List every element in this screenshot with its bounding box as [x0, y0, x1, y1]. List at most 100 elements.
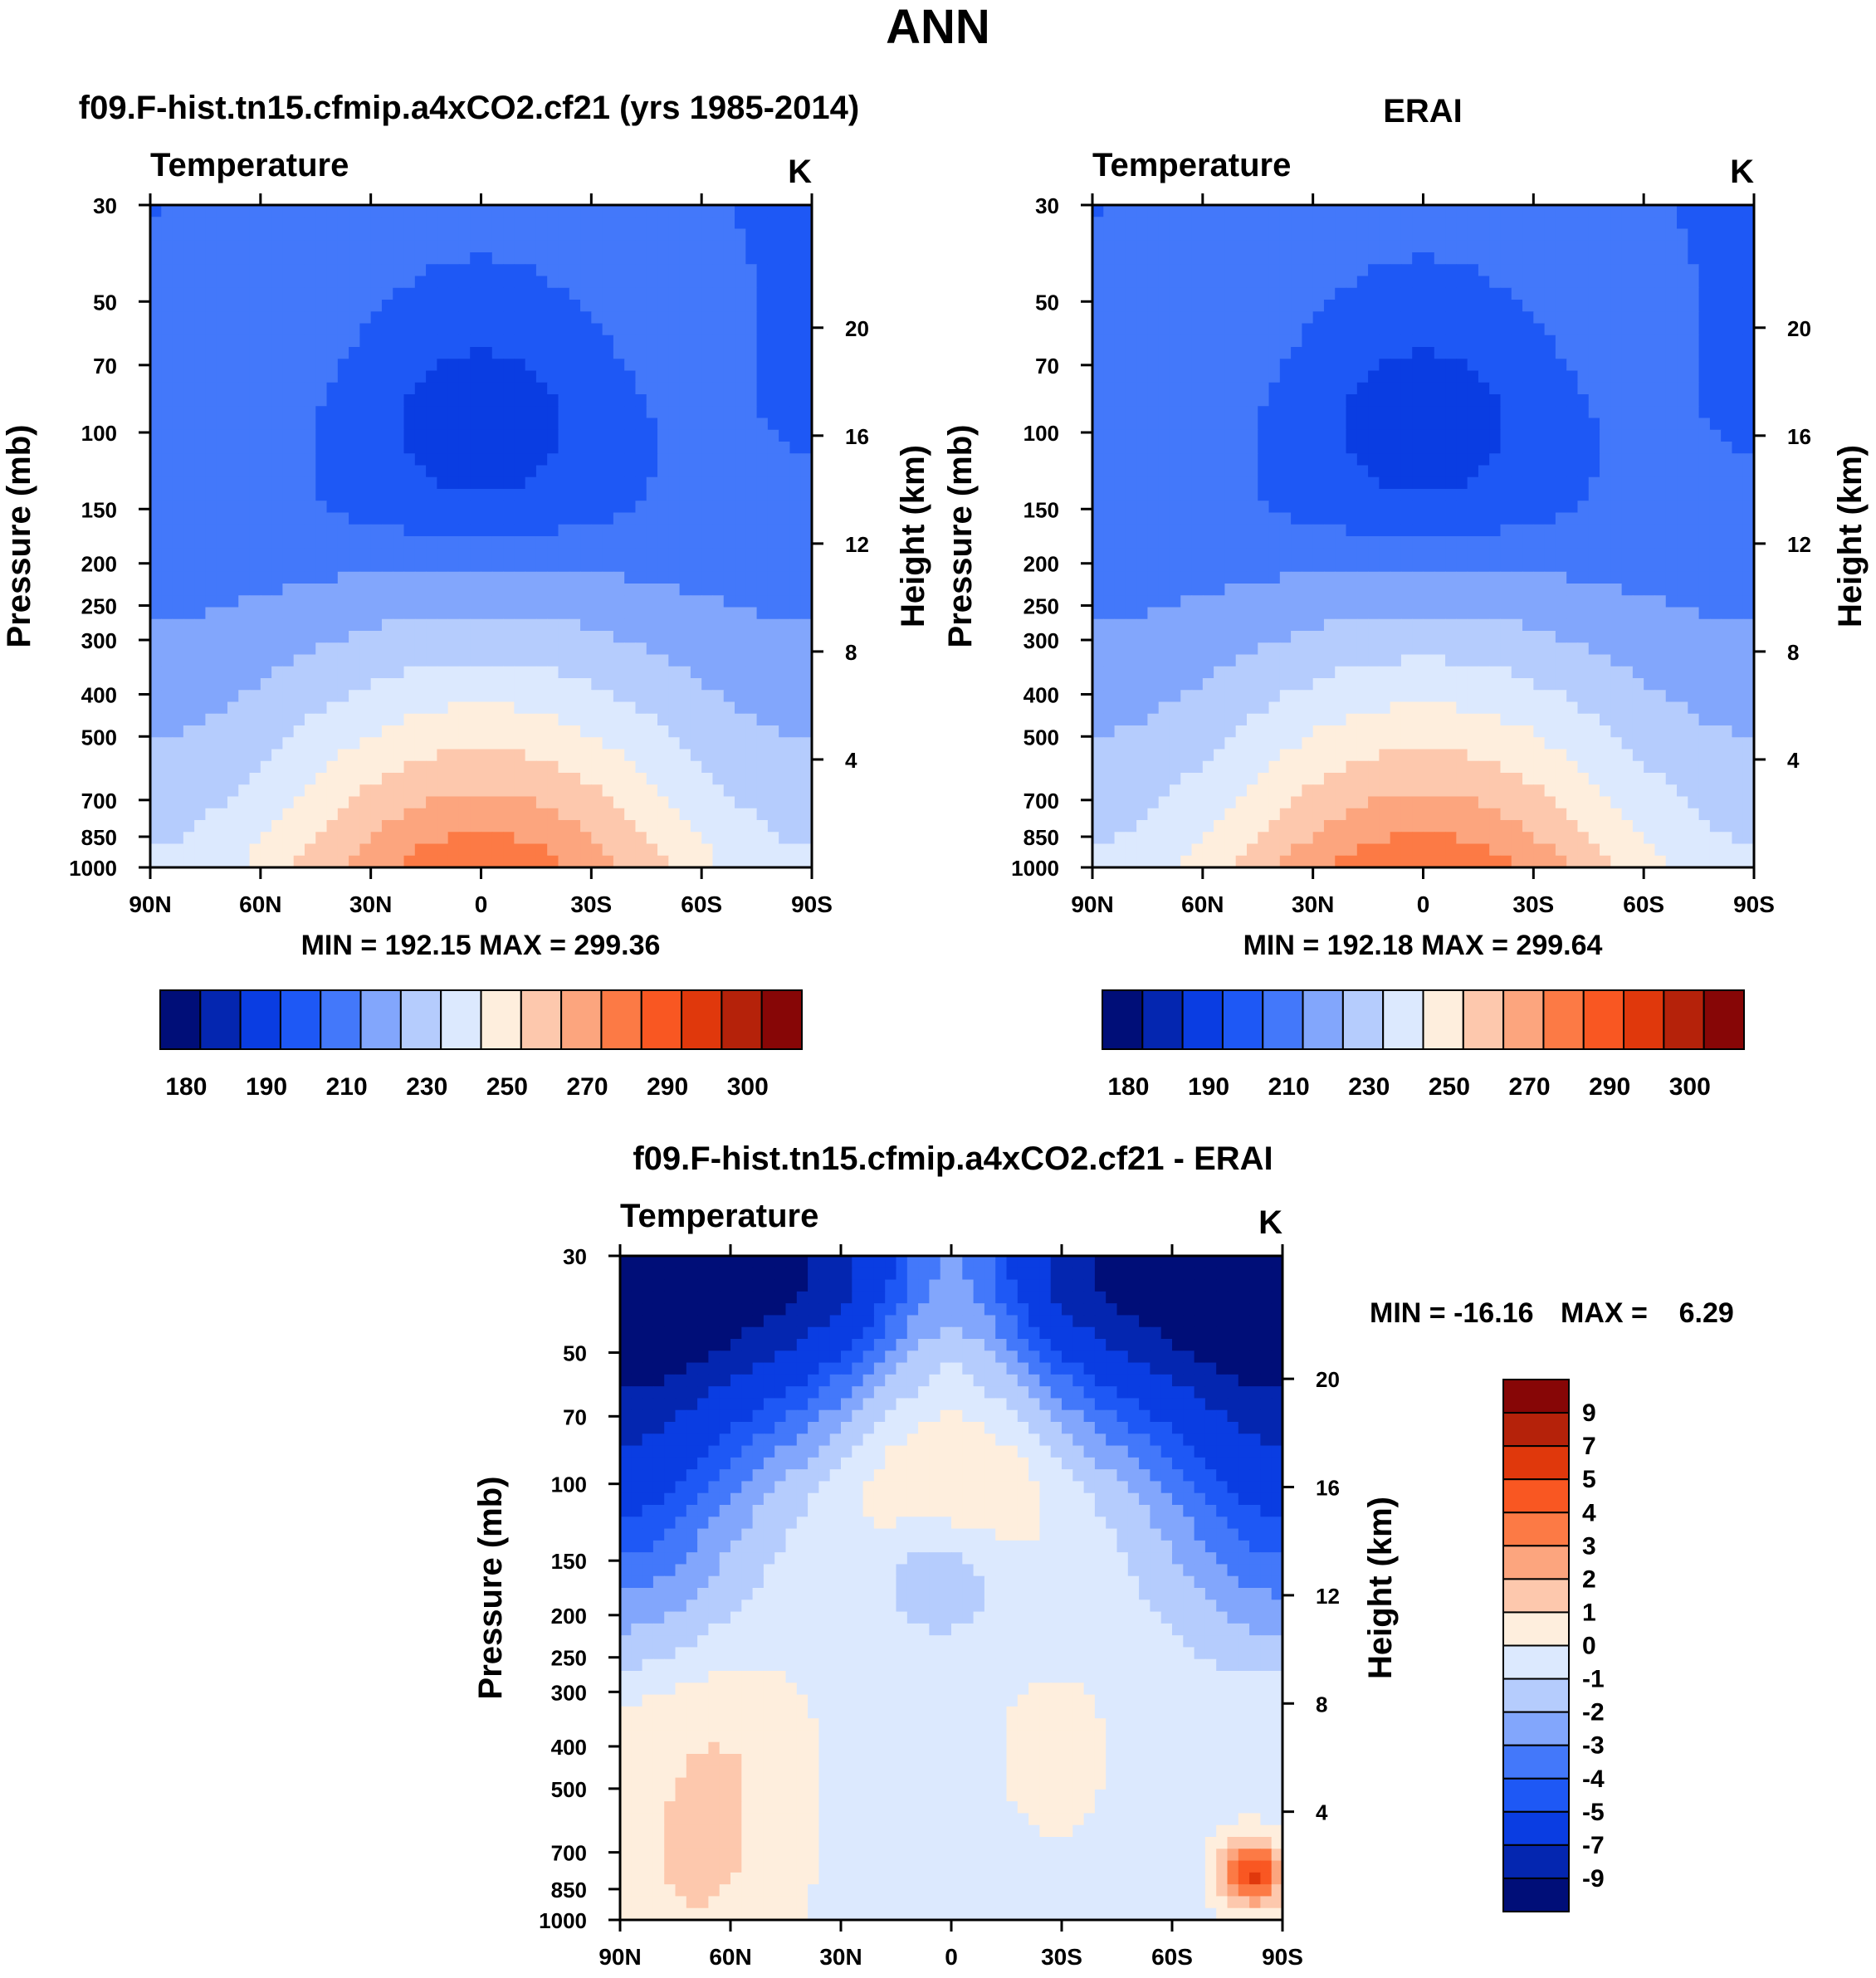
contour-cell [1246, 287, 1258, 300]
contour-cell [1125, 453, 1137, 466]
contour-cell [326, 264, 339, 277]
contour-cell [1214, 287, 1225, 300]
contour-cell [1323, 347, 1336, 359]
contour-cell [1698, 476, 1711, 490]
contour-cell [271, 760, 283, 774]
contour-cell [470, 429, 482, 442]
contour-cell [470, 796, 482, 809]
contour-cell [745, 476, 758, 490]
contour-cell [525, 725, 537, 738]
contour-cell [679, 820, 691, 833]
contour-cell [447, 737, 460, 750]
contour-cell [470, 252, 482, 265]
contour-cell [1555, 382, 1567, 395]
contour-cell [381, 678, 393, 691]
contour-cell [1291, 217, 1302, 230]
contour-cell [525, 300, 537, 312]
contour-cell [150, 394, 162, 407]
contour-cell [1368, 370, 1380, 383]
contour-cell [525, 548, 537, 561]
contour-cell [337, 690, 349, 703]
contour-cell [1291, 370, 1302, 383]
contour-cell [745, 607, 758, 620]
contour-cell [635, 642, 647, 656]
contour-cell [326, 501, 339, 514]
contour-cell [547, 359, 559, 372]
contour-cell [426, 347, 437, 359]
contour-cell [150, 843, 162, 857]
contour-cell [326, 796, 339, 809]
contour-cell [624, 347, 637, 359]
contour-cell [779, 264, 791, 277]
contour-cell [1279, 394, 1292, 407]
contour-cell [745, 654, 758, 667]
contour-cell [558, 571, 570, 584]
contour-cell [657, 725, 669, 738]
contour-cell [260, 666, 272, 679]
contour-cell [1180, 240, 1193, 253]
contour-cell [227, 453, 239, 466]
contour-cell [602, 382, 614, 395]
contour-cell [1423, 370, 1435, 383]
contour-cell [1456, 489, 1468, 501]
contour-cell [293, 442, 305, 454]
contour-cell [514, 678, 526, 691]
contour-cell [1445, 453, 1457, 466]
contour-cell [1169, 228, 1181, 242]
contour-cell [491, 465, 504, 478]
contour-cell [514, 595, 526, 608]
contour-cell [150, 796, 162, 809]
contour-cell [1644, 300, 1656, 312]
contour-cell [712, 666, 725, 679]
contour-cell [370, 252, 383, 265]
contour-cell [1323, 370, 1336, 383]
contour-cell [503, 855, 515, 867]
contour-cell [1456, 311, 1468, 325]
contour-cell [1412, 418, 1424, 431]
contour-cell [1400, 429, 1413, 442]
contour-cell [613, 228, 625, 242]
contour-cell [547, 749, 559, 762]
contour-cell [1654, 217, 1667, 230]
contour-cell [1346, 240, 1358, 253]
contour-cell [1400, 300, 1413, 312]
contour-cell [1180, 359, 1193, 372]
contour-cell [569, 773, 581, 785]
contour-cell [1644, 394, 1656, 407]
contour-cell [403, 784, 416, 798]
contour-cell [1478, 335, 1490, 348]
contour-cell [1742, 276, 1754, 289]
contour-cell [602, 217, 614, 230]
contour-cell [315, 571, 328, 584]
panel-model-ylabel: Pressure (mb) [1, 425, 37, 648]
contour-cell [458, 205, 471, 217]
contour-cell [602, 335, 614, 348]
contour-cell [1214, 359, 1225, 372]
contour-cell [1323, 394, 1336, 407]
contour-cell [381, 406, 393, 419]
contour-cell [304, 512, 316, 525]
contour-cell [216, 300, 228, 312]
contour-cell [414, 476, 427, 490]
contour-cell [1279, 429, 1292, 442]
contour-cell [1335, 347, 1347, 359]
contour-cell [756, 559, 769, 573]
contour-cell [304, 476, 316, 490]
contour-cell [271, 618, 283, 632]
contour-cell [249, 666, 261, 679]
contour-cell [624, 512, 637, 525]
contour-cell [1258, 252, 1270, 265]
contour-cell [547, 512, 559, 525]
contour-cell [1522, 217, 1534, 230]
contour-cell [646, 335, 658, 348]
contour-cell [249, 559, 261, 573]
contour-cell [591, 394, 603, 407]
contour-cell [1312, 359, 1325, 372]
contour-cell [503, 252, 515, 265]
contour-cell [1577, 406, 1590, 419]
contour-cell [525, 559, 537, 573]
contour-cell [679, 264, 691, 277]
contour-cell [393, 666, 405, 679]
contour-cell [657, 217, 669, 230]
contour-cell [1456, 453, 1468, 466]
